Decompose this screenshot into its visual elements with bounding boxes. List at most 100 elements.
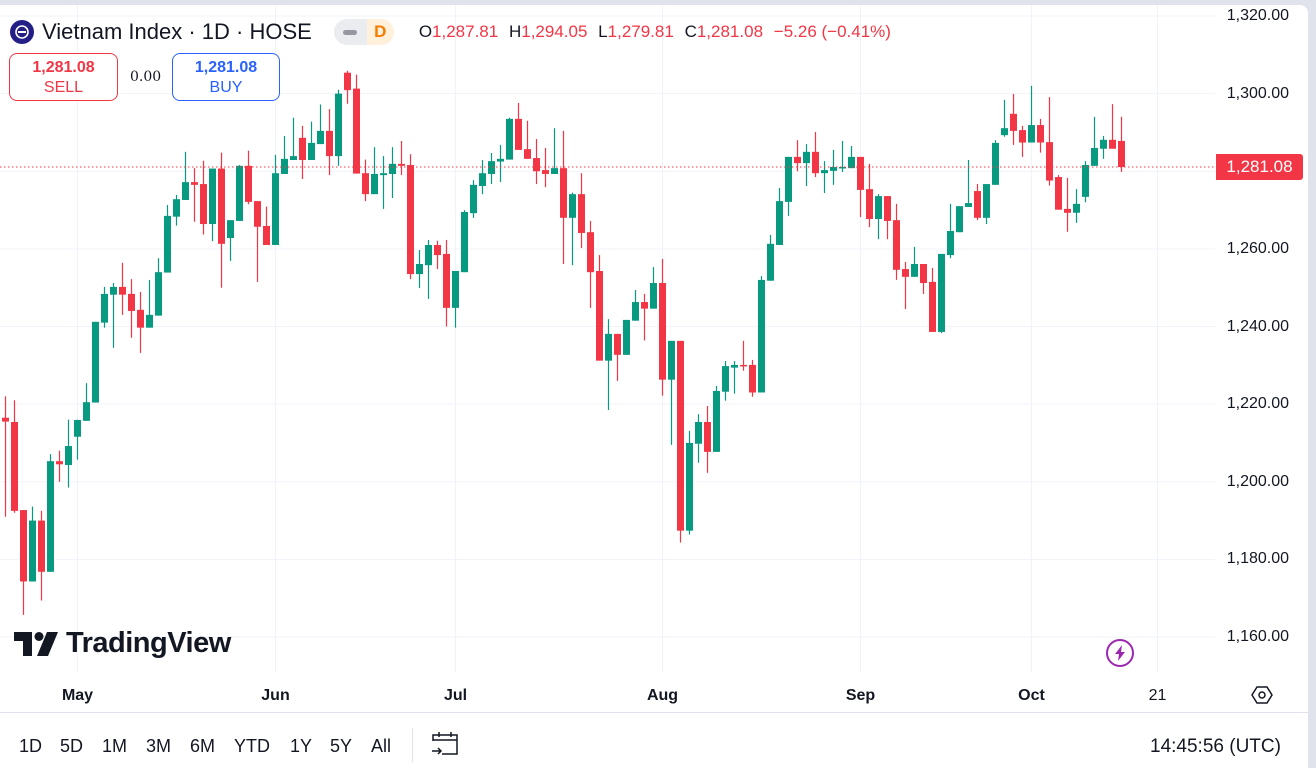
clock-timezone[interactable]: 14:45:56 (UTC): [1150, 736, 1281, 757]
candle-body-up: [164, 215, 171, 273]
delayed-badge: D: [366, 19, 394, 45]
candle-body-up: [479, 173, 486, 186]
price-axis-label: 1,300.00: [1226, 84, 1289, 102]
candle-body-up: [389, 163, 396, 174]
candle-body-up: [839, 166, 846, 169]
candle-body-down: [560, 168, 567, 218]
candle-body-down: [641, 302, 648, 309]
high-label: H: [508, 22, 522, 41]
candle-body-up: [470, 184, 477, 214]
candle-body-up: [1001, 128, 1008, 136]
candle-body-down: [38, 520, 45, 572]
candle-body-down: [740, 364, 747, 367]
range-5y[interactable]: 5Y: [330, 736, 353, 756]
candle-body-down: [677, 340, 684, 531]
candle-body-down: [56, 461, 63, 465]
open-value: 1,287.81: [432, 22, 499, 41]
candle-body-up: [1028, 125, 1035, 143]
market-status-pill[interactable]: D: [333, 19, 394, 45]
candle-body-up: [461, 212, 468, 273]
vietnam-index-logo-icon: [10, 20, 34, 44]
candle-body-up: [848, 156, 855, 169]
candle-body-up: [335, 93, 342, 157]
candle-body-down: [749, 364, 756, 393]
range-1d[interactable]: 1D: [19, 736, 43, 756]
candle-body-down: [974, 191, 981, 218]
candle-body-down: [434, 244, 441, 256]
range-ytd[interactable]: YTD: [234, 736, 270, 756]
candle-body-up: [695, 421, 702, 444]
candlestick-plot[interactable]: [0, 5, 1215, 712]
range-3m[interactable]: 3M: [146, 736, 172, 756]
candle-body-up: [713, 390, 720, 452]
candle-body-down: [812, 151, 819, 174]
low-value: 1,279.81: [607, 22, 674, 41]
candle-body-up: [317, 130, 324, 145]
sell-button[interactable]: 1,281.08 SELL: [9, 53, 118, 101]
candle-body-up: [182, 182, 189, 200]
candle-body-up: [173, 199, 180, 217]
candle-body-down: [929, 281, 936, 332]
buy-price: 1,281.08: [194, 59, 258, 76]
low-label: L: [598, 22, 608, 41]
candle-body-down: [578, 194, 585, 233]
candle-body-up: [947, 231, 954, 256]
price-axis-label: 1,160.00: [1226, 628, 1289, 645]
candle-body-down: [407, 165, 414, 275]
range-6m[interactable]: 6M: [190, 736, 216, 756]
candle-body-down: [326, 130, 333, 157]
sell-label: SELL: [43, 79, 84, 96]
settings-hexagon-icon[interactable]: [1251, 685, 1273, 710]
candle-body-up: [803, 151, 810, 164]
candle-body-up: [146, 314, 153, 328]
candle-body-down: [614, 333, 621, 355]
price-axis-label: 1,320.00: [1226, 7, 1289, 24]
candle-body-up: [281, 158, 288, 174]
candle-body-up: [65, 446, 72, 466]
high-value: 1,294.05: [521, 22, 588, 41]
candle-body-up: [83, 402, 90, 421]
time-axis-label: Jul: [443, 687, 468, 704]
close-value: 1,281.08: [696, 22, 764, 41]
go-to-date-icon[interactable]: [430, 729, 460, 764]
legend-header: Vietnam Index · 1D · HOSE D O1,287.81 H1…: [10, 19, 891, 45]
candle-body-up: [767, 243, 774, 281]
candle-body-up: [236, 165, 243, 221]
candle-body-down: [1118, 140, 1125, 168]
candle-body-up: [551, 168, 558, 174]
tradingview-logo[interactable]: TradingView: [14, 627, 231, 660]
candle-body-down: [1019, 130, 1026, 143]
buy-button[interactable]: 1,281.08 BUY: [172, 53, 280, 101]
spread-value: 0.00: [130, 69, 162, 85]
candle-body-down: [515, 118, 522, 150]
candle-body-down: [920, 264, 927, 284]
candle-body-up: [92, 321, 99, 403]
candle-body-down: [1037, 125, 1044, 143]
candle-body-up: [155, 272, 162, 316]
candle-body-down: [857, 156, 864, 190]
candle-body-down: [1064, 208, 1071, 213]
range-1y[interactable]: 1Y: [290, 736, 313, 756]
candle-body-down: [443, 253, 450, 308]
time-axis-label: Oct: [1018, 687, 1045, 704]
candle-body-up: [650, 283, 657, 309]
time-axis-label: Aug: [646, 687, 679, 704]
range-5d[interactable]: 5D: [60, 736, 84, 756]
price-axis-label: 1,260.00: [1226, 239, 1289, 257]
candle-body-up: [956, 206, 963, 233]
price-axis-label: 1,180.00: [1226, 550, 1289, 568]
candle-body-down: [542, 170, 549, 174]
range-all[interactable]: All: [371, 736, 392, 756]
candle-body-up: [938, 253, 945, 332]
candle-body-down: [533, 158, 540, 172]
candle-body-down: [398, 163, 405, 166]
candle-body-up: [488, 161, 495, 174]
range-1m[interactable]: 1M: [102, 736, 128, 756]
time-axis-label: May: [61, 687, 94, 704]
candle-body-down: [299, 137, 306, 160]
candle-body-up: [506, 118, 513, 160]
lightning-icon[interactable]: [1106, 639, 1134, 667]
symbol-title[interactable]: Vietnam Index · 1D · HOSE: [42, 19, 312, 44]
candle-body-up: [785, 156, 792, 202]
open-label: O: [418, 22, 433, 41]
